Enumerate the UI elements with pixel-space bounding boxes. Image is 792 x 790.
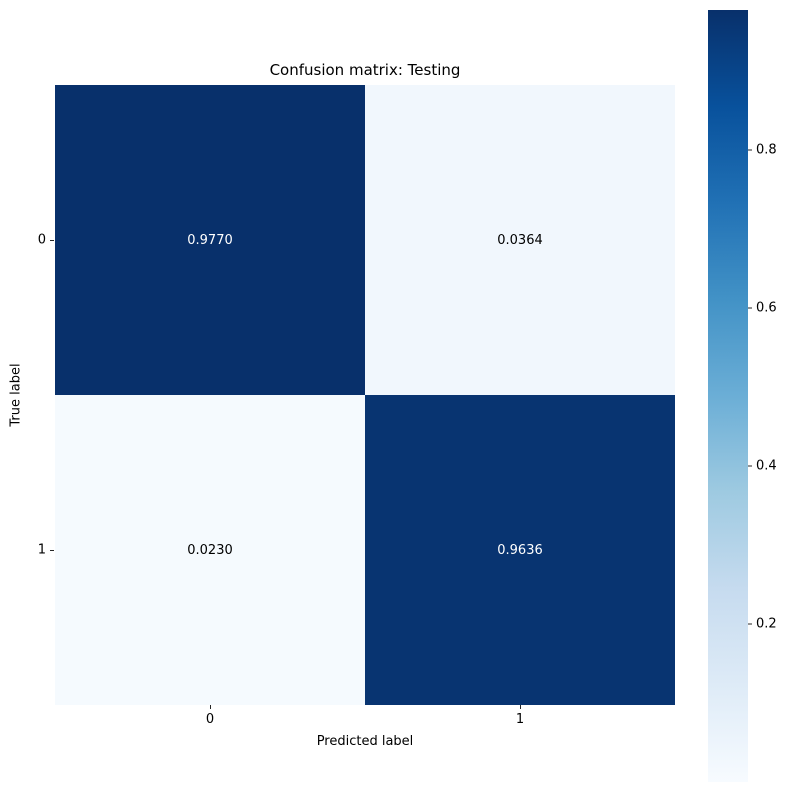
colorbar-tick-mark bbox=[748, 465, 752, 467]
cell-value: 0.9636 bbox=[497, 542, 543, 558]
cell-value: 0.0230 bbox=[187, 542, 233, 558]
colorbar-tick-mark bbox=[748, 307, 752, 309]
colorbar-tick-0.2: 0.2 bbox=[748, 616, 777, 631]
x-axis-tick-label-1: 1 bbox=[515, 712, 525, 727]
colorbar-tick-label: 0.6 bbox=[756, 300, 777, 316]
colorbar-tick-mark bbox=[748, 623, 752, 625]
x-tick-mark bbox=[210, 705, 211, 709]
heatmap-cell-true0-pred0: 0.9770 bbox=[55, 85, 365, 395]
y-tick-mark bbox=[50, 550, 54, 551]
cell-value: 0.9770 bbox=[187, 232, 233, 248]
y-axis-label: True label bbox=[8, 363, 24, 427]
colorbar-tick-0.4: 0.4 bbox=[748, 459, 777, 474]
heatmap-cell-true1-pred0: 0.0230 bbox=[55, 395, 365, 705]
colorbar-tick-0.8: 0.8 bbox=[748, 142, 777, 157]
y-axis-tick-label-0: 0 bbox=[37, 232, 46, 248]
chart-title: Confusion matrix: Testing bbox=[269, 61, 461, 79]
x-axis-tick-label-0: 0 bbox=[205, 712, 215, 727]
colorbar-tick-label: 0.2 bbox=[756, 616, 777, 632]
heatmap: 0.9770 0.0364 0.0230 0.9636 bbox=[55, 85, 675, 705]
cell-value: 0.0364 bbox=[497, 232, 543, 248]
heatmap-cell-true1-pred1: 0.9636 bbox=[365, 395, 675, 705]
colorbar-tick-mark bbox=[748, 149, 752, 151]
colorbar-gradient bbox=[708, 10, 748, 782]
colorbar: 0.8 0.6 0.4 0.2 bbox=[708, 10, 777, 782]
x-tick-mark bbox=[520, 705, 521, 709]
colorbar-tick-label: 0.8 bbox=[756, 142, 777, 158]
colorbar-tick-0.6: 0.6 bbox=[748, 300, 777, 315]
y-axis-tick-label-1: 1 bbox=[37, 542, 46, 558]
colorbar-tick-label: 0.4 bbox=[756, 458, 777, 474]
heatmap-cell-true0-pred1: 0.0364 bbox=[365, 85, 675, 395]
y-tick-mark bbox=[50, 240, 54, 241]
x-axis-label: Predicted label bbox=[316, 734, 414, 749]
